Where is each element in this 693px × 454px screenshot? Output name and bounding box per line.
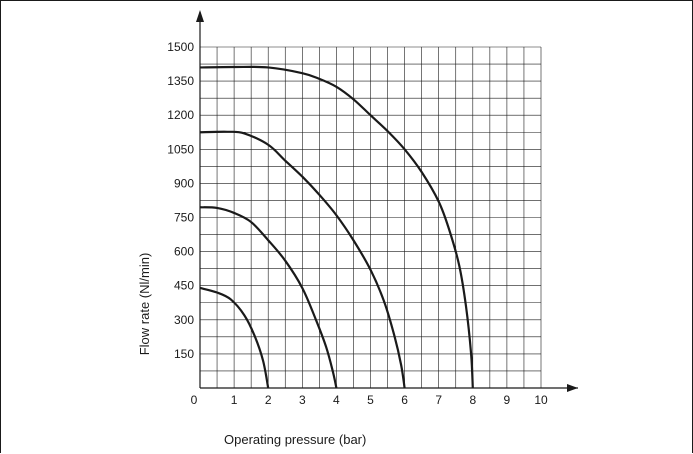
x-tick-label: 9 [504,393,511,407]
x-axis-arrow [567,384,578,392]
y-tick-label: 1350 [167,74,194,88]
grid-minor [199,46,542,389]
flow-curve-1 [199,286,270,389]
curves [199,65,474,389]
x-tick-label: 8 [469,393,476,407]
y-axis-arrow [196,10,204,22]
axes [196,10,578,392]
flow-curve-3 [199,130,406,389]
x-axis-label: Operating pressure (bar) [224,432,366,447]
x-tick-label: 0 [191,393,198,407]
y-tick-label: 1500 [167,40,194,54]
y-tick-label: 600 [174,245,194,259]
x-tick-label: 10 [534,393,548,407]
x-tick-label: 5 [367,393,374,407]
x-tick-labels: 0 1 2 3 4 5 6 7 8 9 10 [191,393,548,407]
y-axis-label: Flow rate (Nl/min) [137,253,152,356]
x-tick-label: 4 [333,393,340,407]
y-tick-label: 450 [174,279,194,293]
y-tick-label: 300 [174,313,194,327]
x-tick-label: 7 [435,393,442,407]
y-tick-label: 750 [174,211,194,225]
flow-curve-4 [199,65,474,389]
flow-curve-2 [199,206,338,389]
y-tick-label: 150 [174,347,194,361]
x-tick-label: 6 [401,393,408,407]
x-tick-label: 2 [265,393,272,407]
y-tick-label: 1200 [167,108,194,122]
x-tick-label: 3 [299,393,306,407]
y-tick-labels: 150 300 450 600 750 900 1050 1200 1350 1500 [167,40,194,361]
x-tick-label: 1 [231,393,238,407]
y-tick-label: 1050 [167,142,194,156]
y-tick-label: 900 [174,176,194,190]
